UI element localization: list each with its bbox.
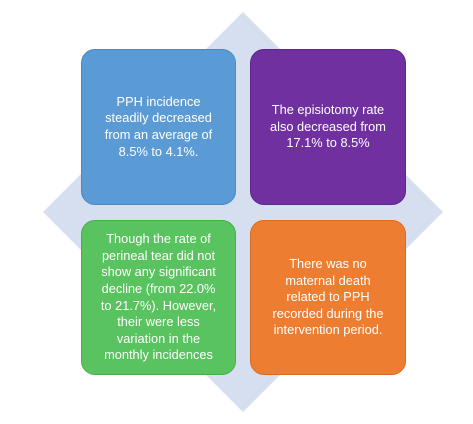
perineal-tear-text: Though the rate of perineal tear did not… (100, 231, 217, 363)
episiotomy-rate-text: The episiotomy rate also decreased from … (270, 102, 386, 151)
pph-incidence-box: PPH incidence steadily decreased from an… (81, 49, 236, 205)
maternal-death-text: There was no maternal death related to P… (272, 255, 384, 338)
pph-incidence-text: PPH incidence steadily decreased from an… (104, 93, 213, 159)
maternal-death-box: There was no maternal death related to P… (250, 220, 406, 375)
episiotomy-rate-box: The episiotomy rate also decreased from … (250, 49, 406, 205)
perineal-tear-box: Though the rate of perineal tear did not… (81, 220, 236, 375)
